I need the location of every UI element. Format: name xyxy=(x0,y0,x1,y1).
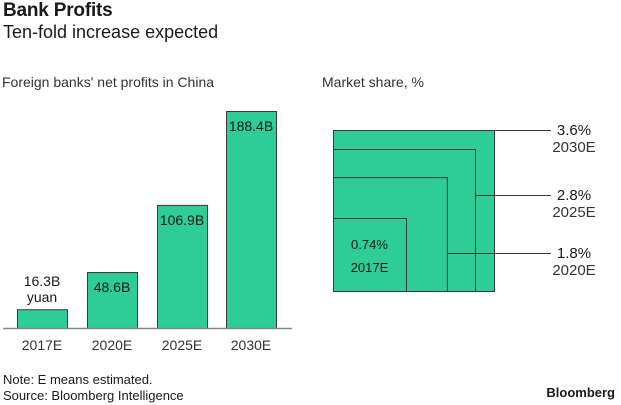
bar-2025E xyxy=(157,204,208,330)
share-year-2025E: 2025E xyxy=(552,204,595,221)
share-label-2017E: 0.74% xyxy=(351,237,388,252)
bar-2030E xyxy=(226,111,277,329)
share-label-2025E: 2.8% xyxy=(557,187,591,204)
source-text: Source: Bloomberg Intelligence xyxy=(3,388,184,403)
x-tick-2017E: 2017E xyxy=(22,337,62,353)
bloomberg-logo: Bloomberg xyxy=(546,385,615,400)
data-label-2030E: 188.4B xyxy=(229,118,273,134)
bar-2017E xyxy=(17,309,68,330)
data-label-2025E: 106.9B xyxy=(160,212,204,228)
chart-title: Bank Profits xyxy=(3,0,113,21)
data-label-unit: yuan xyxy=(27,289,57,305)
data-label-2020E: 48.6B xyxy=(94,279,131,295)
bar-2020E xyxy=(87,272,138,329)
note-text: Note: E means estimated. xyxy=(3,372,153,387)
x-tick-2025E: 2025E xyxy=(162,337,202,353)
share-year-2020E: 2020E xyxy=(552,262,595,279)
bar-chart-title: Foreign banks' net profits in China xyxy=(2,74,215,90)
share-label-2030E: 3.6% xyxy=(557,122,591,139)
x-tick-2020E: 2020E xyxy=(92,337,132,353)
share-square-2017E xyxy=(333,218,407,293)
share-year-2017E: 2017E xyxy=(351,260,389,275)
share-label-2020E: 1.8% xyxy=(557,245,591,262)
chart-subtitle: Ten-fold increase expected xyxy=(3,22,219,42)
x-tick-2030E: 2030E xyxy=(231,337,271,353)
treemap-title: Market share, % xyxy=(322,74,424,90)
share-year-2030E: 2030E xyxy=(552,139,595,156)
data-label-2017E: 16.3B xyxy=(24,273,61,289)
